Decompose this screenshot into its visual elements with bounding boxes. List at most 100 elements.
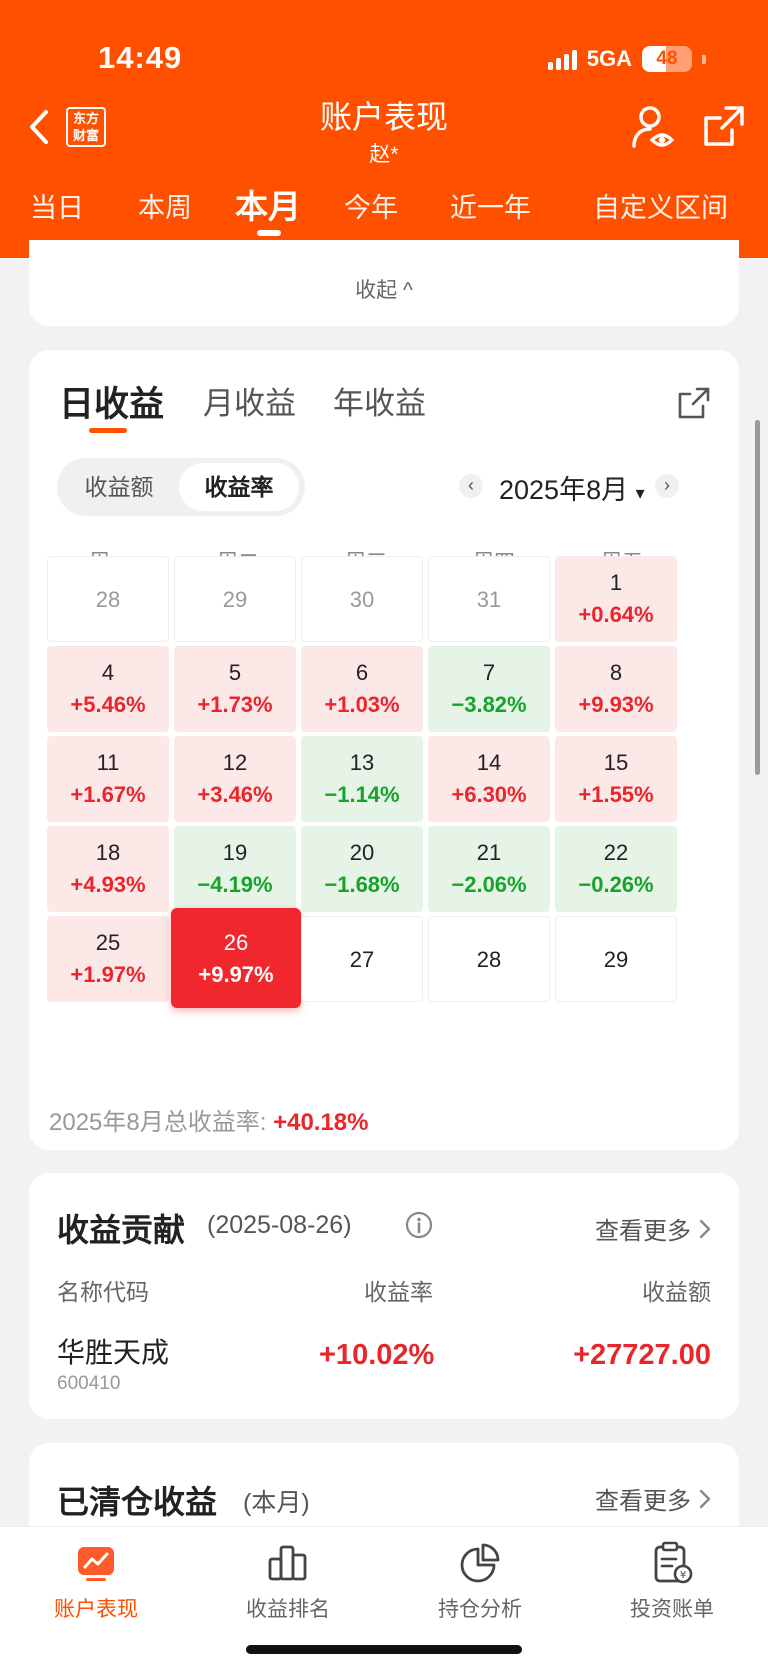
calendar-day-cell[interactable]: 18 +4.93% xyxy=(47,826,169,912)
tab-daily-returns[interactable]: 日收益 xyxy=(59,385,165,424)
calendar-day-cell[interactable]: 28 xyxy=(428,916,550,1002)
export-icon[interactable] xyxy=(677,386,711,420)
day-return-rate: −1.14% xyxy=(324,782,400,807)
closed-period: (本月) xyxy=(243,1489,310,1517)
stock-name[interactable]: 华胜天成 xyxy=(57,1337,170,1368)
metric-toggle: 收益额 收益率 xyxy=(57,458,305,516)
month-total-value: +40.18% xyxy=(273,1109,369,1136)
calendar-day-cell[interactable]: 12 +3.46% xyxy=(174,736,296,822)
closed-more-link[interactable]: 查看更多 xyxy=(595,1481,711,1516)
closed-title: 已清仓收益 xyxy=(57,1484,218,1520)
calendar-day-cell[interactable]: 30 xyxy=(301,556,423,642)
collapse-button[interactable]: 收起 ^ xyxy=(355,279,413,302)
calendar-day-cell[interactable]: 14 +6.30% xyxy=(428,736,550,822)
calendar-day-cell[interactable]: 25 +1.97% xyxy=(47,916,169,1002)
back-icon[interactable] xyxy=(22,104,58,150)
day-number: 29 xyxy=(603,947,629,972)
scrollbar[interactable] xyxy=(755,420,760,775)
day-number: 7 xyxy=(482,660,496,685)
tab-monthly-returns[interactable]: 月收益 xyxy=(203,386,296,421)
day-return-rate: −3.82% xyxy=(451,692,527,717)
tab-today[interactable]: 当日 xyxy=(30,193,84,223)
share-icon[interactable] xyxy=(702,104,746,148)
calendar-day-cell[interactable]: 28 xyxy=(47,556,169,642)
tab-this-week[interactable]: 本周 xyxy=(138,193,192,223)
calendar-day-cell[interactable]: 5 +1.73% xyxy=(174,646,296,732)
signal-icon xyxy=(547,48,577,70)
toggle-rate[interactable]: 收益率 xyxy=(179,463,299,511)
calendar-day-cell[interactable]: 8 +9.93% xyxy=(555,646,677,732)
nav-holdings-analysis[interactable]: 持仓分析 xyxy=(384,1541,576,1623)
tab-this-month[interactable]: 本月 xyxy=(235,188,301,225)
calendar-day-cell[interactable]: 6 +1.03% xyxy=(301,646,423,732)
brand-logo: 东方 财富 xyxy=(66,107,106,147)
contribution-card: 收益贡献 (2025-08-26) 查看更多 名称代码 收益率 收益额 华胜天成… xyxy=(29,1173,739,1419)
calendar-day-cell[interactable]: 4 +5.46% xyxy=(47,646,169,732)
day-number: 31 xyxy=(476,587,502,612)
day-return-rate: +5.46% xyxy=(70,692,146,717)
calendar-day-cell[interactable]: 29 xyxy=(174,556,296,642)
month-label: 2025年8月 xyxy=(499,475,629,505)
returns-tab-indicator xyxy=(89,428,127,433)
contribution-title: 收益贡献 xyxy=(57,1212,186,1248)
nav-returns-ranking[interactable]: 收益排名 xyxy=(192,1541,384,1623)
day-number: 12 xyxy=(222,750,248,775)
battery-level: 48 xyxy=(656,48,678,69)
calendar-day-cell[interactable]: 20 −1.68% xyxy=(301,826,423,912)
day-number: 25 xyxy=(95,930,121,955)
contribution-date: (2025-08-26) xyxy=(207,1211,352,1239)
day-return-rate: +4.93% xyxy=(70,872,146,897)
day-number: 21 xyxy=(476,840,502,865)
tab-yearly-returns[interactable]: 年收益 xyxy=(333,386,426,421)
calendar-day-cell[interactable]: 29 xyxy=(555,916,677,1002)
day-number: 29 xyxy=(222,587,248,612)
next-month-button[interactable]: › xyxy=(655,474,679,498)
tab-last-year[interactable]: 近一年 xyxy=(450,193,531,223)
calendar-day-cell[interactable]: 7 −3.82% xyxy=(428,646,550,732)
nav-account-performance[interactable]: 账户表现 xyxy=(0,1541,192,1623)
calendar-day-cell[interactable]: 21 −2.06% xyxy=(428,826,550,912)
month-dropdown-icon: ▾ xyxy=(635,483,645,503)
calendar-day-cell[interactable]: 31 xyxy=(428,556,550,642)
calendar-day-cell[interactable]: 13 −1.14% xyxy=(301,736,423,822)
info-icon[interactable] xyxy=(405,1211,433,1239)
prev-month-button[interactable]: ‹ xyxy=(459,474,483,498)
tab-this-year[interactable]: 今年 xyxy=(344,193,398,223)
calendar-day-cell[interactable]: 11 +1.67% xyxy=(47,736,169,822)
calendar-day-cell[interactable]: 1 +0.64% xyxy=(555,556,677,642)
calendar-day-cell[interactable]: 15 +1.55% xyxy=(555,736,677,822)
month-selector[interactable]: 2025年8月 ▾ xyxy=(499,468,645,507)
pie-icon xyxy=(460,1543,500,1583)
day-return-rate: +1.55% xyxy=(578,782,654,807)
day-return-rate: +0.64% xyxy=(578,602,654,627)
day-return-rate: +9.93% xyxy=(578,692,654,717)
day-number: 19 xyxy=(222,840,248,865)
day-return-rate: +1.67% xyxy=(70,782,146,807)
day-return-rate: −0.26% xyxy=(578,872,654,897)
tab-custom-range[interactable]: 自定义区间 xyxy=(593,193,728,223)
day-return-rate: −2.06% xyxy=(451,872,527,897)
day-number: 5 xyxy=(228,660,242,685)
day-return-rate: −4.19% xyxy=(197,872,273,897)
stock-code: 600410 xyxy=(57,1373,121,1394)
day-number: 30 xyxy=(349,587,375,612)
nav-investment-bill[interactable]: ¥ 投资账单 xyxy=(576,1541,768,1623)
app-header: 14:49 5GA 48 东方 财富 账户表现 赵* 当日 本周 本月 今年 近一… xyxy=(0,0,768,258)
range-tabs: 当日 本周 本月 今年 近一年 自定义区间 xyxy=(0,186,768,236)
calendar-day-cell[interactable]: 19 −4.19% xyxy=(174,826,296,912)
nav-label: 账户表现 xyxy=(54,1598,138,1621)
range-tab-indicator xyxy=(257,230,281,236)
day-number: 13 xyxy=(349,750,375,775)
contribution-more-link[interactable]: 查看更多 xyxy=(595,1211,711,1246)
toggle-amount[interactable]: 收益额 xyxy=(84,474,154,500)
user-eye-icon[interactable] xyxy=(630,104,676,150)
day-return-rate: +9.97% xyxy=(198,962,274,987)
more-label: 查看更多 xyxy=(595,1488,691,1515)
day-number: 20 xyxy=(349,840,375,865)
chevron-right-icon xyxy=(699,1489,711,1508)
day-number: 1 xyxy=(609,570,623,595)
column-name-code: 名称代码 xyxy=(57,1279,149,1305)
calendar-day-cell[interactable]: 27 xyxy=(301,916,423,1002)
calendar-day-cell[interactable]: 22 −0.26% xyxy=(555,826,677,912)
calendar-day-cell[interactable]: 26 +9.97% xyxy=(171,908,301,1008)
